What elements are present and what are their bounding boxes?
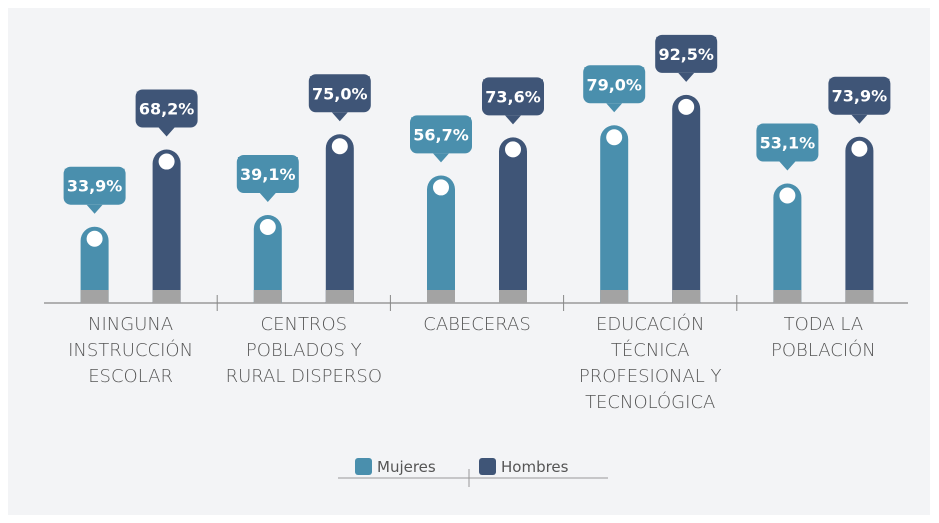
- value-label: 39,1%: [240, 165, 296, 184]
- x-tick-label: EDUCACIÓN TÉCNICA PROFESIONAL Y TECNOLÓGICA: [579, 313, 722, 413]
- bar: [773, 183, 802, 303]
- x-tick-line: NINGUNA: [88, 314, 173, 335]
- value-label: 53,1%: [760, 134, 816, 153]
- x-tick-line: TODA LA: [784, 314, 864, 335]
- bar-dot: [86, 230, 103, 247]
- bar-base: [253, 290, 282, 303]
- callout-box: [655, 34, 718, 73]
- bar-base: [672, 290, 701, 303]
- x-tick-line: ESCOLAR: [88, 366, 173, 387]
- x-tick-label: CENTROS POBLADOS Y RURAL DISPERSO: [226, 314, 382, 387]
- x-tick-label: CABECERAS: [423, 314, 531, 335]
- bar-dot: [433, 179, 449, 196]
- legend-swatch: [479, 458, 496, 475]
- callout-box: [756, 123, 819, 162]
- callout-box: [63, 166, 126, 205]
- bar-base: [600, 290, 629, 303]
- bar: [672, 94, 701, 303]
- x-tick-line: EDUCACIÓN: [596, 313, 704, 335]
- bar-base: [80, 290, 109, 303]
- bar-dot: [331, 138, 348, 155]
- bar-dot: [505, 141, 521, 158]
- value-label: 92,5%: [658, 45, 714, 64]
- callout-box: [583, 65, 646, 104]
- x-tick-line: RURAL DISPERSO: [226, 366, 382, 387]
- x-tick-line: TÉCNICA: [611, 339, 690, 361]
- x-tick-label: TODA LA POBLACIÓN: [771, 314, 876, 361]
- value-label: 56,7%: [413, 125, 469, 144]
- value-label: 75,0%: [312, 84, 368, 103]
- callout-box: [236, 155, 299, 194]
- bar-base: [427, 290, 455, 303]
- x-tick-line: INSTRUCCIÓN: [68, 339, 193, 361]
- x-tick-line: CABECERAS: [423, 314, 531, 335]
- callout-box: [135, 89, 198, 128]
- value-label: 68,2%: [139, 100, 195, 119]
- bar-base: [773, 290, 802, 303]
- bar-dot: [851, 140, 868, 157]
- bar: [253, 215, 282, 303]
- legend-swatch: [355, 458, 372, 475]
- bar-base: [499, 290, 527, 303]
- x-tick-label: NINGUNA INSTRUCCIÓN ESCOLAR: [68, 314, 193, 387]
- legend-label: Mujeres: [377, 458, 436, 476]
- legend-label: Hombres: [501, 458, 569, 476]
- callout-box: [308, 74, 371, 113]
- value-label: 33,9%: [67, 177, 123, 196]
- bar: [600, 125, 629, 304]
- value-label: 79,0%: [586, 75, 642, 94]
- bar: [80, 226, 109, 303]
- bar: [152, 149, 181, 303]
- bar: [427, 175, 455, 303]
- x-tick-line: POBLADOS Y: [246, 340, 362, 361]
- bar-dot: [779, 187, 796, 204]
- callout-box: [828, 76, 891, 115]
- value-label: 73,6%: [485, 87, 541, 106]
- bar: [325, 134, 354, 303]
- bar-dot: [158, 153, 175, 170]
- x-tick-line: PROFESIONAL Y: [579, 366, 722, 387]
- bar-dot: [259, 219, 276, 236]
- callout-box: [410, 115, 472, 154]
- bar: [499, 137, 527, 303]
- bar-base: [325, 290, 354, 303]
- x-tick-line: CENTROS: [261, 314, 348, 335]
- value-label: 73,9%: [832, 87, 888, 106]
- x-tick-line: POBLACIÓN: [771, 339, 876, 361]
- x-tick-line: TECNOLÓGICA: [585, 391, 715, 413]
- bar: [845, 136, 874, 303]
- callout-box: [482, 77, 544, 116]
- bar-base: [845, 290, 874, 303]
- bar-dot: [606, 129, 623, 146]
- bar-dot: [678, 98, 695, 115]
- bar-base: [152, 290, 181, 303]
